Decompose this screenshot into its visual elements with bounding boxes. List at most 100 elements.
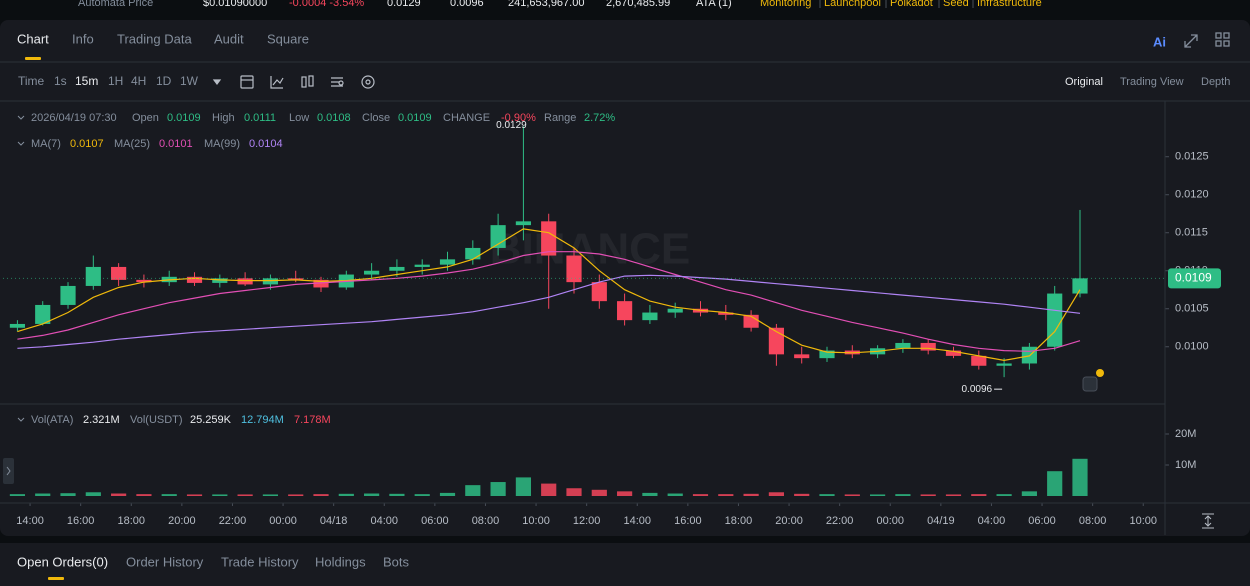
- candle-body: [718, 312, 734, 315]
- candle-body: [591, 282, 607, 302]
- last-price-badge: [1168, 268, 1221, 289]
- collapse-icon[interactable]: [17, 141, 25, 146]
- volume-bar: [844, 494, 860, 496]
- candle-body: [136, 279, 152, 283]
- legend-date: 2026/04/19 07:30: [31, 112, 117, 124]
- y-tick-label: 0.0105: [1175, 303, 1209, 315]
- orders-panel: [0, 543, 1250, 586]
- ma-line: [17, 274, 1081, 349]
- tag[interactable]: Infrastructure: [977, 0, 1042, 9]
- candle-body: [768, 327, 784, 355]
- tag[interactable]: Monitoring: [760, 0, 811, 9]
- tab[interactable]: Chart: [17, 31, 49, 46]
- view-option[interactable]: Original: [1065, 76, 1103, 88]
- bottom-tab[interactable]: Trade History: [221, 554, 299, 569]
- interval[interactable]: 4H: [131, 74, 146, 88]
- side-toggle-icon: [6, 466, 11, 476]
- panel-icons[interactable]: [1184, 32, 1230, 48]
- interval[interactable]: Time: [18, 74, 45, 88]
- interval[interactable]: 1H: [108, 74, 123, 88]
- interval[interactable]: 1W: [180, 74, 199, 88]
- collapse-icon[interactable]: [17, 115, 25, 120]
- volume-bar: [971, 494, 987, 496]
- tag[interactable]: Polkadot: [890, 0, 933, 9]
- bottom-tab[interactable]: Bots: [383, 554, 410, 569]
- chart-panel: [0, 20, 1250, 536]
- candle-body: [971, 355, 987, 366]
- bottom-tab[interactable]: Holdings: [315, 554, 366, 569]
- autoscale-icon[interactable]: [1202, 513, 1214, 529]
- ticker-change: -0.0004 -3.54%: [289, 0, 364, 9]
- vol-tick-label: 20M: [1175, 428, 1196, 440]
- volume-bar: [364, 493, 380, 496]
- x-tick-label: 22:00: [826, 515, 854, 527]
- interval-active[interactable]: 15m: [75, 74, 98, 88]
- side-toggle[interactable]: [3, 458, 14, 484]
- volume-bar: [9, 494, 26, 496]
- volume-bar: [35, 493, 51, 496]
- candle-body: [465, 247, 481, 260]
- candle-body: [111, 266, 127, 280]
- tag[interactable]: Launchpool: [824, 0, 881, 9]
- x-tick-label: 16:00: [674, 515, 702, 527]
- volume-bar: [768, 492, 784, 496]
- volume-bar: [414, 494, 430, 496]
- volume-bar: [237, 494, 253, 496]
- bottom-tab[interactable]: Open Orders(0): [17, 554, 108, 569]
- volume-bar: [895, 494, 911, 496]
- tab[interactable]: Info: [72, 31, 94, 46]
- ticker-volume: 2,670,485.99: [606, 0, 670, 9]
- view-option[interactable]: Depth: [1201, 76, 1230, 88]
- ai-button[interactable]: Ai: [1153, 34, 1166, 49]
- x-tick-label: 10:00: [522, 515, 550, 527]
- candle-body: [212, 278, 228, 283]
- x-tick-label: 14:00: [623, 515, 651, 527]
- low-marker: 0.0096: [962, 384, 993, 395]
- volume-bar: [541, 483, 557, 496]
- legend-value: 2.72%: [584, 112, 615, 124]
- volume-bar: [288, 494, 304, 496]
- volume-bar: [819, 494, 835, 496]
- volume-bar: [60, 493, 76, 496]
- x-tick-label: 00:00: [876, 515, 904, 527]
- tab[interactable]: Square: [267, 31, 309, 46]
- volume-bar: [692, 494, 709, 496]
- view-option[interactable]: Trading View: [1120, 76, 1184, 88]
- x-tick-label: 06:00: [1028, 515, 1056, 527]
- tab[interactable]: Trading Data: [117, 31, 192, 46]
- volume-bar: [642, 492, 658, 496]
- volume-bar: [85, 492, 101, 496]
- candle-body: [186, 276, 203, 283]
- vol-label: Vol(USDT): [130, 414, 183, 426]
- ma-line: [17, 228, 1081, 362]
- alert-dot: [1096, 369, 1104, 377]
- ma-value: 0.0101: [159, 138, 193, 150]
- ma-name: MA(25): [114, 138, 150, 150]
- candle-body: [515, 221, 531, 226]
- ticker-volume: 241,653,967.00: [508, 0, 584, 9]
- candle-body: [414, 264, 430, 267]
- bottom-tab[interactable]: Order History: [126, 554, 204, 569]
- candle-body: [541, 221, 557, 256]
- ticker-token[interactable]: ATA (1): [696, 0, 732, 9]
- volume-bar: [870, 494, 886, 496]
- tab[interactable]: Audit: [214, 31, 244, 46]
- interval[interactable]: 1s: [54, 74, 67, 88]
- y-tick-label: 0.0100: [1175, 341, 1209, 353]
- volume-bar: [667, 493, 683, 496]
- candle-body: [85, 266, 101, 286]
- tag-separators: [819, 0, 974, 8]
- legend-value: 0.0109: [398, 112, 432, 124]
- volume-bar: [111, 493, 127, 496]
- x-tick-label: 10:00: [1129, 515, 1157, 527]
- toolbar-icons[interactable]: [212, 75, 375, 89]
- interval[interactable]: 1D: [156, 74, 172, 88]
- candle-body: [389, 266, 405, 271]
- high-marker: 0.0129: [496, 120, 527, 131]
- candle-body: [9, 323, 26, 328]
- collapse-icon[interactable]: [17, 417, 25, 422]
- tag[interactable]: Seed: [943, 0, 969, 9]
- x-tick-label: 12:00: [573, 515, 601, 527]
- volume-bar: [439, 492, 456, 496]
